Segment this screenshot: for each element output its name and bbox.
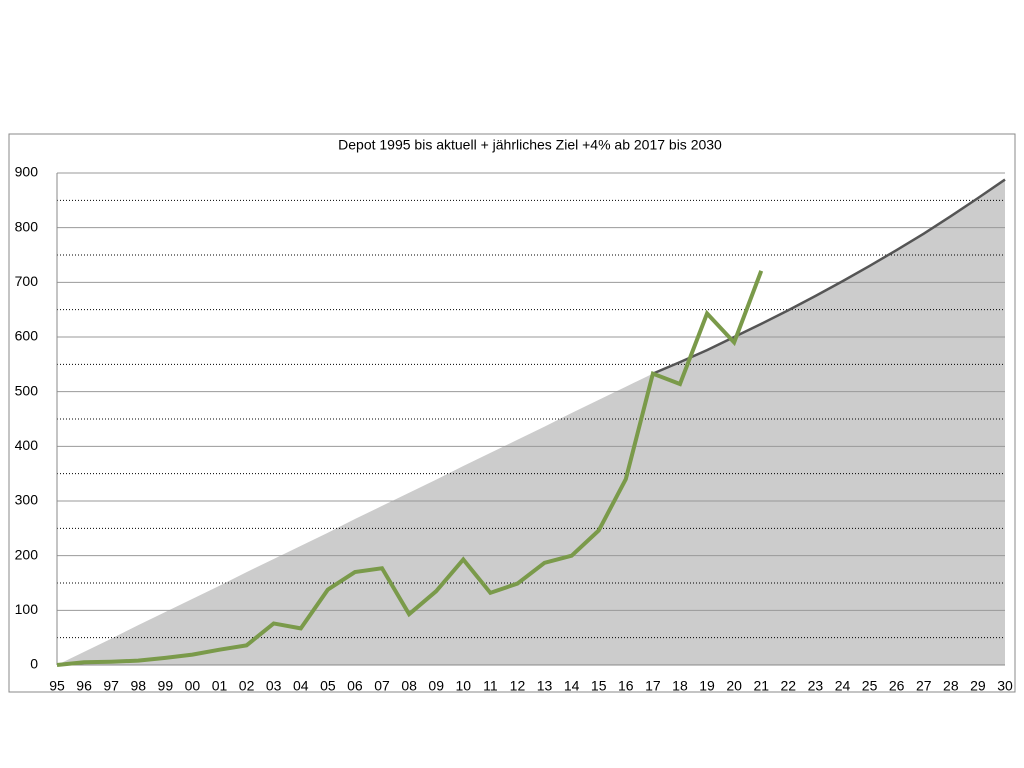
x-tick-label: 03 — [266, 678, 282, 694]
x-tick-label: 08 — [401, 678, 417, 694]
x-tick-label: 97 — [103, 678, 119, 694]
y-tick-label: 700 — [15, 273, 39, 289]
x-tick-label: 96 — [76, 678, 92, 694]
x-tick-label: 30 — [997, 678, 1013, 694]
x-tick-label: 25 — [862, 678, 878, 694]
y-tick-label: 600 — [15, 328, 39, 344]
x-tick-label: 28 — [943, 678, 959, 694]
target-area — [57, 179, 1005, 665]
x-tick-label: 17 — [645, 678, 661, 694]
series-line — [56, 270, 764, 667]
x-tick-label: 18 — [672, 678, 688, 694]
x-tick-label: 19 — [699, 678, 715, 694]
x-tick-label: 11 — [483, 678, 498, 694]
x-tick-label: 27 — [916, 678, 932, 694]
x-tick-label: 14 — [564, 678, 580, 694]
x-tick-label: 13 — [537, 678, 553, 694]
x-tick-label: 06 — [347, 678, 363, 694]
x-tick-label: 12 — [510, 678, 526, 694]
x-tick-label: 16 — [618, 678, 634, 694]
y-tick-label: 300 — [15, 492, 39, 508]
x-tick-label: 98 — [130, 678, 146, 694]
x-tick-label: 26 — [889, 678, 905, 694]
x-tick-label: 95 — [49, 678, 65, 694]
y-tick-label: 500 — [15, 382, 39, 398]
x-tick-label: 29 — [970, 678, 986, 694]
x-tick-label: 24 — [835, 678, 851, 694]
x-tick-label: 21 — [753, 678, 769, 694]
x-tick-label: 02 — [239, 678, 255, 694]
x-tick-label: 07 — [374, 678, 390, 694]
y-tick-label: 900 — [15, 164, 39, 180]
x-tick-label: 99 — [158, 678, 174, 694]
chart-title: Depot 1995 bis aktuell + jährliches Ziel… — [338, 137, 722, 153]
x-tick-label: 09 — [428, 678, 444, 694]
y-tick-label: 800 — [15, 218, 39, 234]
x-tick-label: 00 — [185, 678, 201, 694]
y-tick-label: 100 — [15, 601, 39, 617]
x-tick-label: 01 — [212, 678, 228, 694]
y-tick-label: 400 — [15, 437, 39, 453]
x-tick-label: 23 — [808, 678, 824, 694]
x-tick-label: 15 — [591, 678, 607, 694]
x-tick-label: 22 — [781, 678, 797, 694]
y-tick-label: 0 — [30, 656, 38, 672]
x-tick-label: 04 — [293, 678, 309, 694]
y-tick-label: 200 — [15, 546, 39, 562]
x-tick-label: 20 — [726, 678, 742, 694]
series-line — [652, 178, 1006, 375]
chart-frame — [8, 133, 1016, 693]
x-tick-label: 10 — [455, 678, 471, 694]
x-tick-label: 05 — [320, 678, 336, 694]
